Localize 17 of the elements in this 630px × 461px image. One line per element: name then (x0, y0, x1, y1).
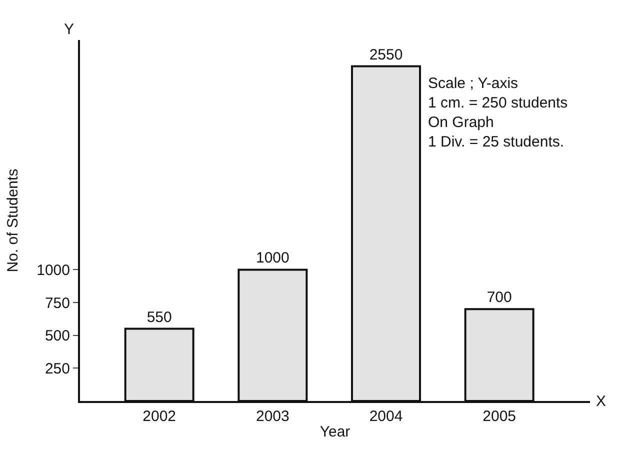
annotation: Scale ; Y-axis 1 cm. = 250 students On Graph 1 Div. = 25 students. (428, 75, 568, 150)
y-tick-label: 500 (44, 328, 70, 345)
x-tick-label: 2004 (369, 408, 403, 425)
x-tick-label: 2005 (482, 408, 516, 425)
text: Y (64, 21, 74, 38)
y-tick-label: 250 (44, 360, 70, 378)
data-label: 1000 (256, 250, 290, 267)
x-axis-title: Year (320, 424, 350, 440)
x-tick-label: 2003 (256, 408, 290, 425)
data-label: 550 (146, 308, 172, 326)
data-label: 700 (486, 289, 512, 306)
y-tick-label: 750 (44, 294, 70, 312)
x-tick-label: 2002 (142, 408, 176, 425)
y-tick-label: 1000 (36, 262, 70, 279)
text: X (596, 393, 606, 410)
y-axis-title: No. of Students (4, 168, 22, 272)
data-label: 2550 (369, 46, 403, 64)
